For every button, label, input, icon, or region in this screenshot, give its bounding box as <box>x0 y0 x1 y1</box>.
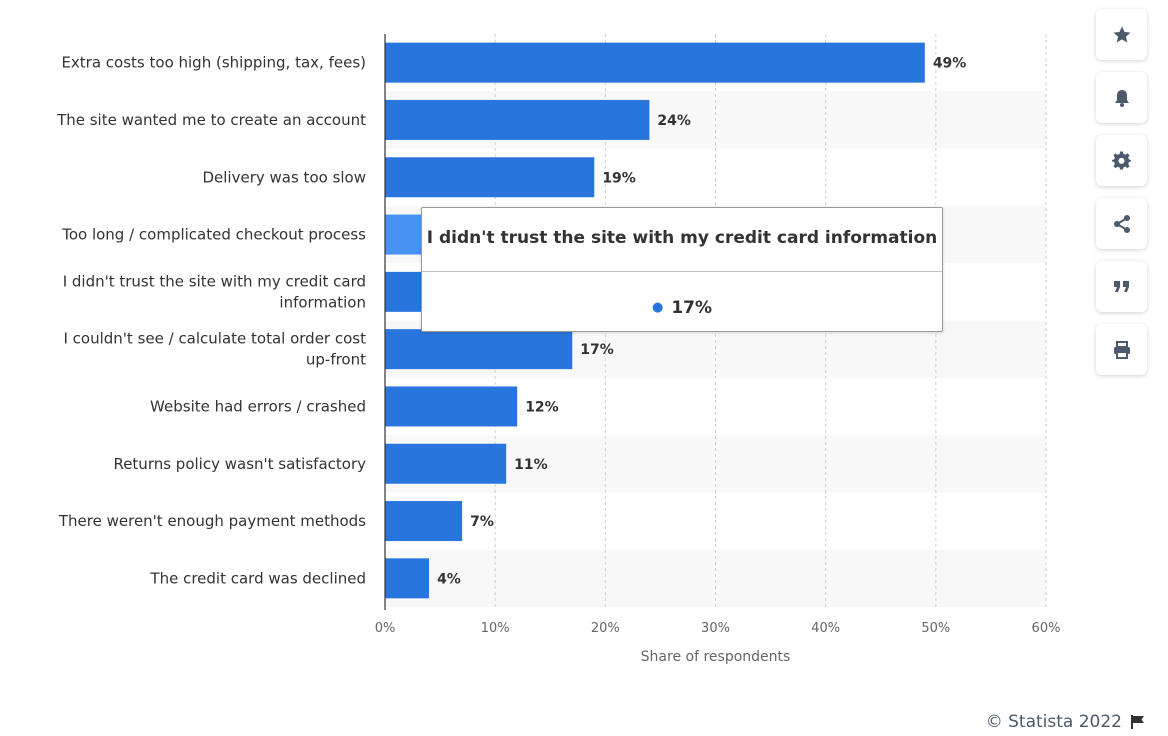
category-label: Too long / complicated checkout process <box>61 226 366 244</box>
category-label-line: There weren't enough payment methods <box>58 512 366 530</box>
bell-icon <box>1114 89 1129 107</box>
bar <box>385 157 595 198</box>
category-label: There weren't enough payment methods <box>58 512 366 530</box>
category-label-line: Website had errors / crashed <box>150 397 366 415</box>
x-tick-label: 20% <box>591 621 620 636</box>
share-icon <box>1113 214 1130 233</box>
x-tick-label: 30% <box>701 621 730 636</box>
gear-icon <box>1111 150 1131 169</box>
category-label: The credit card was declined <box>149 569 366 587</box>
favorite-button[interactable] <box>1096 9 1147 60</box>
x-tick-label: 0% <box>375 621 396 636</box>
category-label-line: The credit card was declined <box>149 569 366 587</box>
category-label: I couldn't see / calculate total order c… <box>63 330 366 369</box>
tooltip-divider <box>422 271 942 272</box>
credit-text: © Statista 2022 <box>985 712 1122 732</box>
category-label-line: Too long / complicated checkout process <box>61 226 366 244</box>
bar <box>385 42 925 83</box>
category-label-line: The site wanted me to create an account <box>56 111 366 129</box>
category-label-line: I couldn't see / calculate total order c… <box>63 330 366 348</box>
x-tick-label: 10% <box>481 621 510 636</box>
bar <box>385 329 573 370</box>
tooltip: I didn't trust the site with my credit c… <box>421 207 943 332</box>
settings-button[interactable] <box>1096 135 1147 186</box>
star-icon <box>1113 26 1130 42</box>
bar <box>385 558 430 599</box>
data-label: 11% <box>514 457 548 473</box>
category-label-line: Delivery was too slow <box>202 168 366 186</box>
data-label: 7% <box>470 514 494 530</box>
tooltip-title: I didn't trust the site with my credit c… <box>426 228 938 248</box>
x-tick-label: 50% <box>921 621 950 636</box>
category-label-line: Extra costs too high (shipping, tax, fee… <box>61 54 366 72</box>
category-label: Extra costs too high (shipping, tax, fee… <box>61 54 366 72</box>
data-label: 19% <box>602 170 636 186</box>
cite-button[interactable] <box>1096 261 1147 312</box>
x-axis-title: Share of respondents <box>641 649 791 665</box>
tooltip-value: 17% <box>671 298 713 318</box>
bar <box>385 99 650 140</box>
category-label: The site wanted me to create an account <box>56 111 366 129</box>
x-tick-label: 40% <box>811 621 840 636</box>
category-label: Returns policy wasn't satisfactory <box>113 455 366 473</box>
row-band <box>385 549 1046 607</box>
print-icon <box>1113 340 1130 359</box>
source-credit[interactable]: © Statista 2022 <box>986 712 1146 732</box>
print-button[interactable] <box>1096 324 1147 375</box>
notification-button[interactable] <box>1096 72 1147 123</box>
category-label-line: Returns policy wasn't satisfactory <box>113 455 366 473</box>
data-label: 12% <box>525 399 559 415</box>
bar <box>385 386 518 427</box>
category-label: Website had errors / crashed <box>150 397 366 415</box>
quote-icon <box>1113 280 1129 292</box>
category-label: I didn't trust the site with my credit c… <box>63 272 366 311</box>
x-tick-label: 60% <box>1032 621 1061 636</box>
category-label-line: up-front <box>306 351 366 369</box>
bar <box>385 501 463 542</box>
data-label: 17% <box>580 342 614 358</box>
data-label: 49% <box>933 56 967 72</box>
flag-icon <box>1131 715 1144 729</box>
data-label: 24% <box>657 113 691 129</box>
bar <box>385 443 507 484</box>
share-button[interactable] <box>1096 198 1147 249</box>
toolbar <box>1096 9 1147 387</box>
tooltip-value-row: ● 17% <box>422 298 942 318</box>
data-label: 4% <box>437 571 461 587</box>
category-label-line: I didn't trust the site with my credit c… <box>63 272 366 290</box>
series-dot-icon: ● <box>651 300 664 315</box>
category-label: Delivery was too slow <box>202 168 366 186</box>
category-label-line: information <box>279 293 366 311</box>
